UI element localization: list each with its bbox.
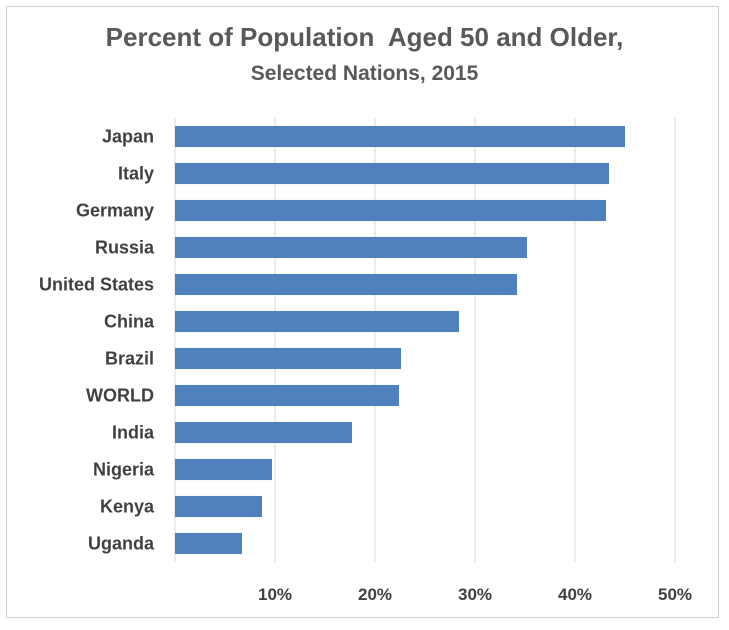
x-tick-label: 50% bbox=[658, 585, 692, 604]
bar-united-states bbox=[175, 273, 517, 296]
category-label: Kenya bbox=[100, 497, 155, 517]
category-labels: Japan Italy Germany Russia United States Chin… bbox=[39, 127, 155, 554]
category-label: Uganda bbox=[88, 534, 155, 554]
bar-germany bbox=[175, 199, 606, 222]
bar-uganda bbox=[175, 532, 242, 555]
x-tick-labels: 10% 20% 30% 40% 50% bbox=[258, 585, 692, 604]
x-tick-label: 20% bbox=[358, 585, 392, 604]
x-tick-label: 30% bbox=[458, 585, 492, 604]
bar-nigeria bbox=[175, 458, 272, 481]
bar-brazil bbox=[175, 347, 401, 370]
bar-china bbox=[175, 310, 459, 333]
x-tick-label: 40% bbox=[558, 585, 592, 604]
category-label: Nigeria bbox=[93, 460, 155, 480]
bar-world bbox=[175, 384, 399, 407]
category-label: United States bbox=[39, 275, 154, 295]
category-label: WORLD bbox=[86, 386, 154, 406]
category-label: Brazil bbox=[105, 349, 154, 369]
category-label: Russia bbox=[95, 238, 155, 258]
gridlines bbox=[174, 118, 676, 562]
category-label: Italy bbox=[118, 164, 154, 184]
category-label: India bbox=[112, 423, 155, 443]
bar-italy bbox=[175, 162, 609, 185]
chart-title: Percent of Population Aged 50 and Older, bbox=[105, 22, 624, 52]
bar-india bbox=[175, 421, 352, 444]
bar-russia bbox=[175, 236, 527, 259]
bar-japan bbox=[175, 125, 625, 148]
category-label: Japan bbox=[102, 127, 154, 147]
category-label: Germany bbox=[76, 201, 154, 221]
x-tick-label: 10% bbox=[258, 585, 292, 604]
bars bbox=[175, 125, 625, 555]
bar-kenya bbox=[175, 495, 262, 518]
category-label: China bbox=[104, 312, 155, 332]
chart-subtitle: Selected Nations, 2015 bbox=[250, 62, 479, 85]
